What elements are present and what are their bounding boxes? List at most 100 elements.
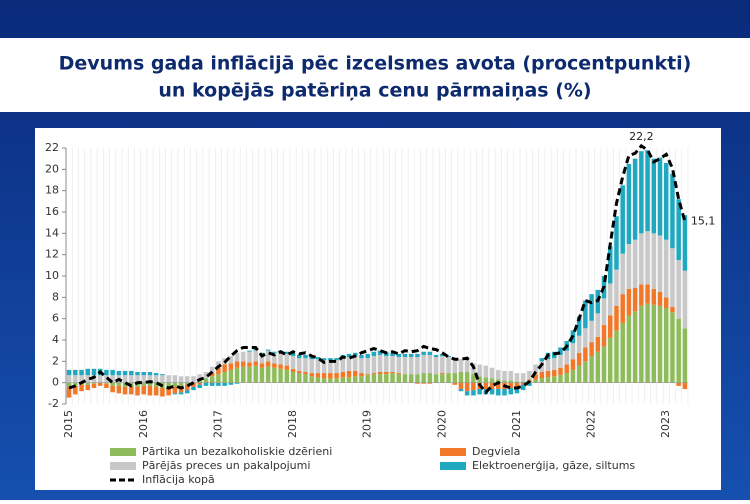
bar (620, 322, 625, 383)
bar (589, 356, 594, 383)
y-tick-label: 10 (45, 269, 59, 282)
bar (452, 358, 457, 374)
bar (110, 382, 115, 386)
bar (116, 385, 122, 394)
bar (209, 376, 215, 383)
bar (66, 369, 72, 376)
legend-swatch (110, 448, 136, 456)
bar (278, 352, 283, 365)
bar (352, 376, 358, 383)
bar (334, 378, 339, 383)
bar (384, 372, 389, 375)
bar (632, 311, 638, 383)
bar (384, 356, 389, 372)
bar (147, 382, 153, 386)
bar (539, 358, 545, 362)
bar (160, 375, 165, 383)
bar (166, 375, 171, 383)
bar (396, 353, 402, 358)
bar (670, 173, 675, 249)
bar (552, 358, 557, 370)
y-tick-label: 18 (45, 184, 59, 197)
bar (552, 369, 557, 377)
chart-title: un kopējās patēriņa cenu pārmaiņas (%) (158, 80, 591, 102)
bar (427, 354, 433, 374)
bar (247, 350, 252, 352)
bar (228, 382, 234, 385)
bar (135, 372, 140, 376)
bar (377, 354, 383, 372)
bar (365, 374, 370, 376)
bar (676, 260, 681, 319)
bar (502, 380, 507, 383)
bar (129, 370, 134, 376)
bar (153, 375, 159, 383)
bar (191, 376, 196, 383)
bar (676, 318, 681, 383)
bar (234, 361, 240, 368)
bar (321, 378, 327, 383)
bar (334, 358, 339, 361)
bar (508, 370, 513, 381)
legend-label: Elektroenerģija, gāze, siltums (472, 459, 635, 472)
bar (421, 354, 426, 374)
bar (452, 373, 457, 383)
bar (91, 368, 97, 376)
bar (433, 374, 439, 383)
bar (328, 358, 333, 361)
bar (663, 308, 669, 383)
bar (489, 389, 495, 395)
bar (620, 294, 625, 323)
bar (104, 383, 109, 388)
bar (222, 382, 227, 386)
bar (576, 335, 582, 353)
bar (191, 386, 196, 391)
bar (390, 372, 395, 374)
bar (315, 377, 321, 383)
bar (228, 369, 234, 383)
x-tick-label: 2016 (137, 410, 150, 438)
bar (85, 368, 91, 376)
bar (66, 386, 72, 398)
bar (614, 216, 619, 270)
bar (663, 239, 669, 298)
bar (614, 330, 619, 383)
bar (564, 350, 569, 365)
bar (433, 357, 439, 375)
bar (415, 382, 420, 384)
bar (73, 375, 78, 383)
x-tick-label: 2018 (286, 410, 299, 438)
bar (489, 367, 495, 379)
legend-label: Pārtika un bezalkoholiskie dzērieni (142, 445, 332, 458)
bar (290, 372, 296, 383)
bar (651, 233, 657, 289)
bar (259, 363, 265, 368)
bar (657, 157, 663, 236)
bar (421, 351, 426, 355)
bar (371, 374, 377, 383)
bar (359, 376, 364, 383)
bar (278, 364, 283, 369)
bar (527, 379, 532, 381)
bar (328, 373, 333, 379)
bar (185, 390, 190, 394)
bar (172, 382, 178, 387)
bar (663, 162, 669, 240)
bar (278, 368, 283, 383)
bar (483, 365, 489, 378)
bar (116, 370, 122, 376)
bar (408, 357, 414, 375)
bar (284, 353, 290, 366)
bar (303, 354, 308, 359)
bar (496, 369, 501, 380)
bar (172, 393, 178, 395)
bar (85, 384, 91, 391)
bar (626, 315, 632, 383)
bar (97, 375, 103, 383)
bar (514, 386, 520, 394)
bar (178, 392, 184, 395)
bar (297, 358, 302, 371)
bar (315, 373, 321, 378)
bar (645, 150, 650, 232)
bar (66, 382, 72, 387)
